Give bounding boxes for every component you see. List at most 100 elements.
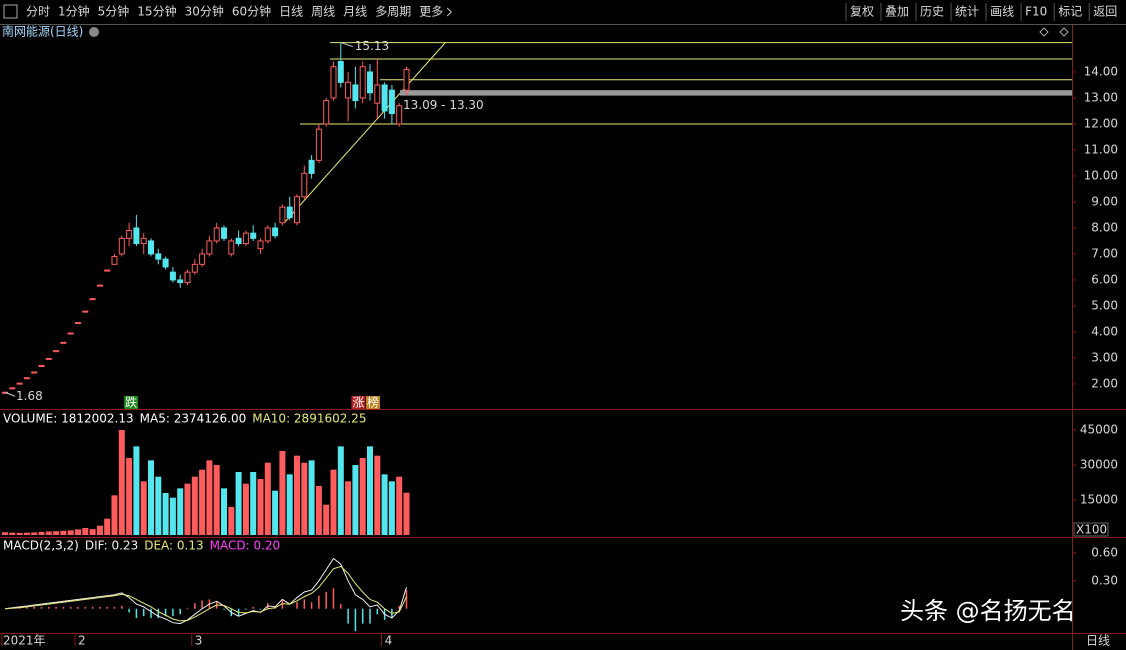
y-tick-label: 6.00 xyxy=(1091,272,1118,286)
volume-bar xyxy=(60,530,67,535)
min-label: 1.68 xyxy=(16,389,43,403)
x-tick-label: 2 xyxy=(78,634,86,648)
unit-box xyxy=(1073,522,1109,537)
volume-bar xyxy=(45,531,52,535)
title-menu-icon[interactable] xyxy=(89,27,99,37)
volume-bar xyxy=(323,504,330,535)
candle-body xyxy=(213,227,220,242)
volume-bar xyxy=(359,458,366,535)
candle-body xyxy=(133,227,140,245)
volume-bar xyxy=(286,474,293,535)
candle-body xyxy=(67,332,74,335)
volume-bar xyxy=(345,481,352,535)
volume-bar xyxy=(140,481,147,535)
volume-bar xyxy=(89,529,96,535)
candle-body xyxy=(104,269,111,272)
ma-label: MA10: 2891602.25 xyxy=(252,412,366,426)
volume-bar xyxy=(257,479,264,535)
volume-bar xyxy=(213,465,220,535)
volume-bar xyxy=(191,476,198,535)
candle-body xyxy=(16,382,23,385)
toolbar-button[interactable]: 复权 xyxy=(850,5,874,19)
toolbar-tab[interactable]: 更多 xyxy=(419,5,443,19)
x-tick-label: 4 xyxy=(385,634,393,648)
volume-bar xyxy=(315,486,322,535)
y-tick-label: 8.00 xyxy=(1091,220,1118,234)
watermark: 头条 @名扬无名 xyxy=(900,597,1076,625)
volume-bar xyxy=(162,493,169,535)
y-tick-label: 15000 xyxy=(1080,493,1118,507)
candle-body xyxy=(367,71,373,94)
volume-bar xyxy=(228,507,235,535)
band-label: 13.09 - 13.30 xyxy=(403,98,484,112)
toolbar-button[interactable]: 画线 xyxy=(990,5,1014,19)
volume-bar xyxy=(206,460,213,535)
macd-line xyxy=(4,565,407,622)
candle-body xyxy=(315,128,322,161)
price-band xyxy=(400,90,1072,96)
toolbar-tab[interactable]: 多周期 xyxy=(375,5,411,19)
candle-body xyxy=(272,227,279,237)
toolbar-button[interactable]: 历史 xyxy=(920,5,944,19)
volume-bar xyxy=(118,430,125,535)
volume-bar xyxy=(38,531,45,535)
toolbar-tab[interactable]: 15分钟 xyxy=(137,4,176,19)
volume-label: VOLUME: 1812002.13 xyxy=(3,412,134,426)
volume-bar xyxy=(403,492,410,535)
y-tick-label: 9.00 xyxy=(1091,194,1118,208)
y-tick-label: 14.00 xyxy=(1084,64,1118,78)
toolbar-tab[interactable]: 1分钟 xyxy=(58,4,90,19)
candle-body xyxy=(53,350,60,353)
volume-bar xyxy=(301,462,308,535)
toolbar-button[interactable]: 标记 xyxy=(1058,5,1082,19)
toolbar-tab[interactable]: 周线 xyxy=(311,5,335,19)
toolbar-button[interactable]: 叠加 xyxy=(885,5,909,19)
toolbar-button[interactable]: 返回 xyxy=(1093,5,1117,19)
volume-bar xyxy=(111,495,118,535)
menu-icon[interactable] xyxy=(3,4,18,19)
unit-label: X100 xyxy=(1076,523,1107,537)
signal-marker xyxy=(351,396,366,409)
candle-body xyxy=(140,237,147,245)
toolbar-button[interactable]: F10 xyxy=(1025,5,1047,19)
y-tick-label: 30000 xyxy=(1080,458,1118,472)
candle-body xyxy=(235,237,242,245)
volume-bar xyxy=(308,460,315,535)
candle-body xyxy=(330,66,337,99)
candle-body xyxy=(286,206,293,219)
toolbar-tab[interactable]: 60分钟 xyxy=(232,4,271,19)
signal-marker xyxy=(366,396,380,409)
toolbar-button[interactable]: 统计 xyxy=(955,5,979,19)
y-tick-label: 4.00 xyxy=(1091,324,1118,338)
volume-bar xyxy=(279,451,286,535)
y-tick-label: 0.60 xyxy=(1091,545,1118,559)
candle-body xyxy=(396,105,403,125)
candle-body xyxy=(308,159,315,174)
candle-body xyxy=(228,240,235,255)
y-tick-label: 0.30 xyxy=(1091,573,1118,587)
candle-body xyxy=(323,100,330,125)
toolbar-tab[interactable]: 分时 xyxy=(26,5,50,19)
toolbar-tab[interactable]: 5分钟 xyxy=(98,4,130,19)
y-tick-label: 45000 xyxy=(1080,423,1118,437)
volume-bar xyxy=(16,532,23,535)
candle-body xyxy=(381,84,388,112)
candle-body xyxy=(177,279,184,284)
volume-bar xyxy=(104,518,111,535)
toolbar-tab[interactable]: 日线 xyxy=(279,5,303,19)
candle-body xyxy=(403,68,410,91)
volume-bar xyxy=(67,530,74,535)
toolbar-tab[interactable]: 月线 xyxy=(343,5,367,19)
volume-bar xyxy=(396,476,403,535)
candle-body xyxy=(75,322,81,325)
panel-icons[interactable] xyxy=(1039,27,1069,37)
macd-value-label: MACD: 0.20 xyxy=(210,539,281,553)
volume-bar xyxy=(250,472,257,535)
y-tick-label: 10.00 xyxy=(1084,168,1118,182)
volume-bar xyxy=(184,483,191,535)
toolbar-tab[interactable]: 30分钟 xyxy=(185,4,224,19)
macd-title: MACD(2,3,2) xyxy=(3,539,79,553)
candle-body xyxy=(206,240,213,255)
y-tick-label: 13.00 xyxy=(1084,90,1118,104)
